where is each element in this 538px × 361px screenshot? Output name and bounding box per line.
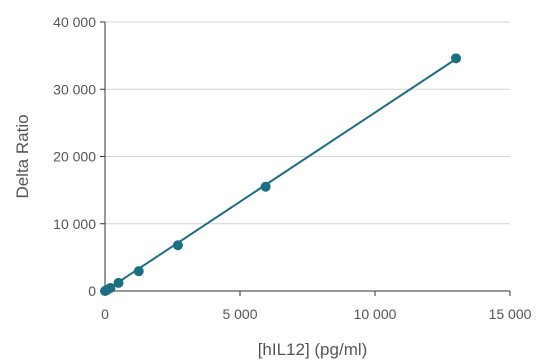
x-tick-label: 15 000 [489,306,532,322]
fit-line [104,58,457,292]
x-ticks: 0 5 000 10 000 15 000 [101,291,532,322]
gridlines [105,21,510,225]
x-axis-title: [hIL12] (pg/ml) [258,340,368,359]
data-point [172,240,183,251]
y-tick-label: 10 000 [53,216,96,232]
y-ticks: 0 10 000 20 000 30 000 40 000 [53,14,105,299]
y-tick-label: 20 000 [53,149,96,165]
x-tick-label: 5 000 [222,306,257,322]
y-tick-label: 30 000 [53,81,96,97]
data-point [133,266,144,277]
x-tick-label: 10 000 [354,306,397,322]
data-point [105,282,116,293]
y-axis-title: Delta Ratio [13,114,32,198]
x-tick-label: 0 [101,306,109,322]
data-point [451,53,461,64]
data-point [113,277,124,288]
y-tick-label: 40 000 [53,14,96,30]
y-tick-label: 0 [88,283,96,299]
data-point [260,181,271,192]
series-group [100,53,461,296]
